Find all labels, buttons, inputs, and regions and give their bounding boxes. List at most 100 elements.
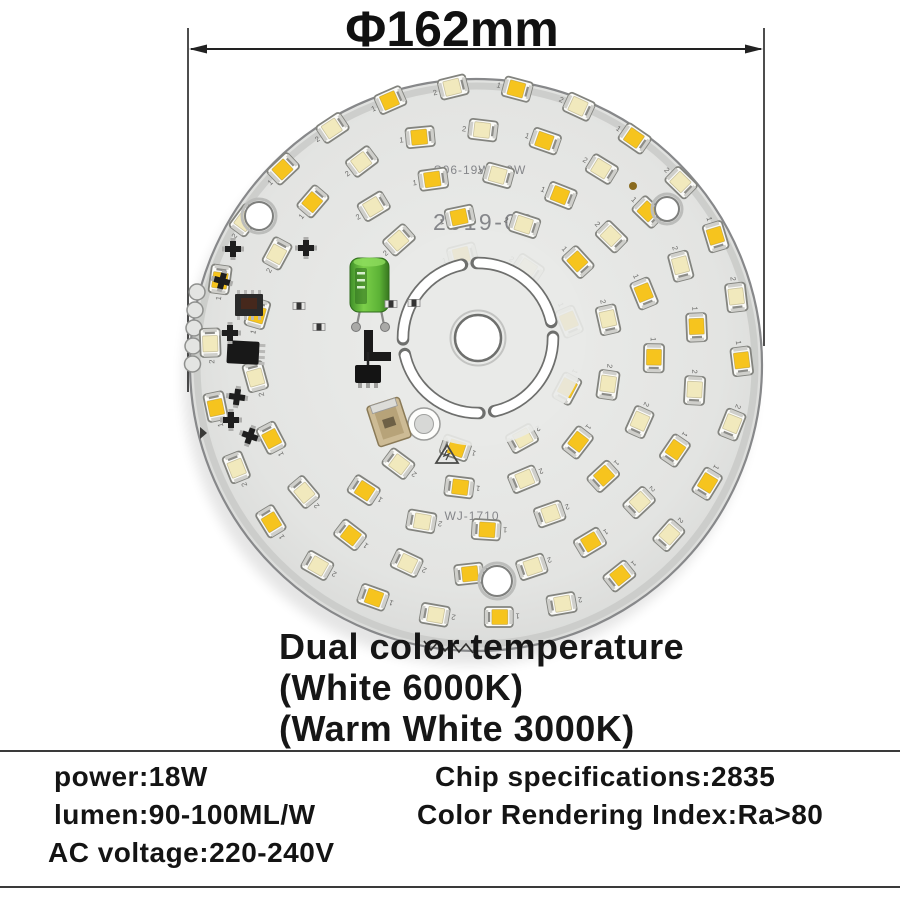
led-chip: 1	[586, 458, 621, 493]
led-channel-label: 1	[560, 244, 569, 253]
mounting-hole	[654, 196, 680, 222]
led-channel-label: 1	[248, 329, 258, 335]
smd-resistor	[407, 299, 421, 307]
led-chip: 2	[622, 484, 657, 520]
led-channel-label: 1	[388, 598, 395, 608]
led-channel-label: 1	[602, 527, 610, 537]
led-chip: 2	[717, 403, 747, 442]
led-chip: 2	[581, 153, 619, 185]
led-channel-label: 2	[593, 219, 602, 228]
led-chip: 2	[389, 547, 428, 578]
led-chip: 2	[724, 276, 749, 314]
led-channel-label: 1	[584, 423, 594, 432]
led-chip: 2	[300, 550, 338, 581]
led-channel-label: 2	[641, 401, 651, 408]
center-hub	[370, 230, 586, 446]
led-channel-label: 2	[432, 88, 438, 98]
led-channel-label: 1	[266, 178, 275, 187]
led-chip: 1	[412, 166, 450, 192]
led-chip: 1	[443, 474, 481, 500]
smd-resistors	[292, 299, 421, 331]
led-channel-label: 1	[539, 185, 546, 195]
spec-cri: Color Rendering Index:Ra>80	[417, 799, 824, 830]
led-channel-label: 1	[629, 559, 638, 569]
led-chip: 1	[356, 583, 395, 612]
led-chip: 1	[202, 390, 229, 428]
led-chip: 2	[515, 552, 553, 581]
led-channel-label: 2	[564, 502, 571, 512]
led-channel-label: 2	[581, 155, 589, 165]
led-channel-label: 2	[662, 165, 671, 174]
smd-part	[225, 385, 249, 409]
led-channel-label: 1	[524, 131, 531, 141]
led-chip: 1	[346, 474, 384, 506]
led-chip: 1	[691, 463, 723, 501]
pad-circle	[407, 407, 441, 441]
led-channel-label: 1	[711, 463, 721, 471]
driver-ic	[235, 290, 263, 320]
led-channel-label: 1	[496, 80, 502, 90]
led-channel-label: 2	[670, 245, 680, 251]
led-channel-label: 1	[399, 135, 404, 144]
led-channel-label: 1	[297, 212, 307, 221]
led-channel-label: 2	[577, 595, 583, 605]
led-chip: 1	[729, 340, 754, 377]
led-chip: 1	[470, 518, 508, 542]
led-chip: 1	[370, 85, 408, 115]
led-channel-label: 2	[537, 466, 544, 476]
led-chip: 2	[313, 112, 350, 144]
board-bottom-serration	[423, 640, 474, 654]
led-chip: 2	[662, 165, 698, 200]
led-chip: 1	[399, 125, 436, 150]
led-chip: 2	[503, 211, 542, 239]
led-channel-label: 1	[475, 484, 480, 493]
led-channel-label: 1	[216, 422, 226, 428]
led-chip: 2	[594, 299, 622, 336]
led-chip: 2	[354, 190, 391, 222]
led-chip: 2	[381, 223, 416, 258]
led-channel-label: 2	[598, 299, 608, 305]
led-channel-label: 2	[733, 403, 743, 410]
led-chip: 1	[701, 216, 730, 254]
led-chip: 1	[439, 203, 477, 230]
led-channel-label: 2	[230, 232, 240, 241]
led-channel-label: 1	[516, 612, 520, 621]
led-chip: 1	[524, 126, 562, 156]
led-channel-label: 2	[330, 569, 338, 579]
led-channel-label: 1	[276, 450, 286, 458]
smd-part	[220, 409, 242, 431]
led-channel-label: 2	[264, 267, 274, 275]
wire-connector	[366, 396, 412, 448]
led-chip: 2	[533, 499, 571, 529]
board-illustration: Φ162mm S06-19W+19W 2019-08 WJ-1710	[183, 1, 765, 665]
led-channel-label: 2	[477, 166, 483, 176]
led-channel-label: 1	[470, 448, 477, 458]
led-channel-label: 1	[361, 541, 370, 551]
spec-chip: Chip specifications:2835	[435, 761, 776, 792]
led-chip: 1	[539, 181, 578, 210]
smd-resistor	[292, 302, 306, 310]
led-chip: 2	[477, 161, 515, 189]
led-channel-label: 2	[676, 516, 686, 525]
center-hole	[453, 313, 503, 363]
led-chip: 2	[405, 508, 443, 535]
led-chip: 2	[432, 73, 470, 101]
description-line: (White 6000K)	[279, 667, 524, 708]
led-channel-label: 1	[629, 195, 638, 204]
dimension-annotation: Φ162mm	[187, 1, 765, 392]
led-chip: 2	[198, 327, 222, 364]
led-chip: 2	[593, 219, 629, 254]
led-chip: 1	[496, 75, 534, 103]
smd-part	[210, 269, 234, 293]
led-chip: 2	[545, 591, 583, 617]
smd-resistor	[312, 323, 326, 331]
led-chip: 2	[418, 602, 456, 628]
led-chip: 1	[685, 306, 708, 343]
led-chip: 1	[483, 606, 520, 628]
led-channel-label: 2	[503, 215, 510, 225]
led-array: 1 2 1 2 1 2 1 2 1 2 1 2 1 2 1 2 1 2 1 2 1 2 1 2 1 2 2 1 2 1 2 1 2 1 2 1 2 1 2 1…	[198, 73, 754, 628]
led-chip: 1	[629, 273, 659, 311]
led-chip: 2	[381, 447, 419, 480]
led-channel-label: 1	[704, 216, 714, 223]
led-channel-label: 1	[680, 430, 690, 439]
